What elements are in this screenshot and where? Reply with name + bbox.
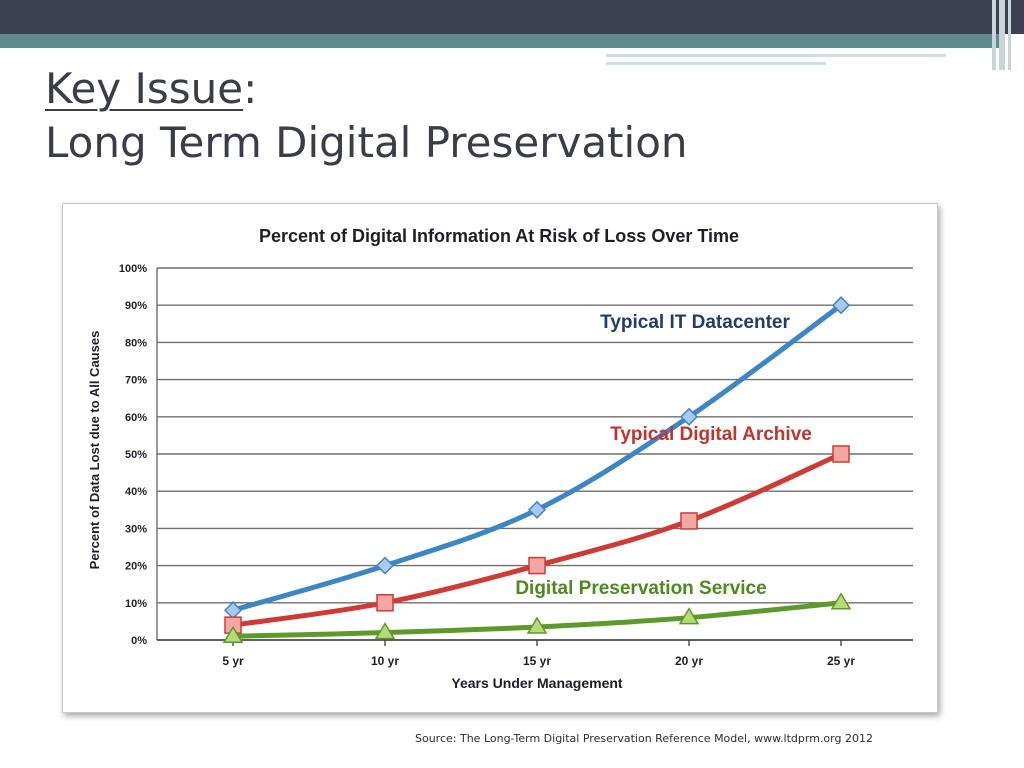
y-tick-label: 60% (125, 412, 147, 424)
data-point (526, 616, 548, 634)
data-point (374, 622, 396, 640)
chart-title: Percent of Digital Information At Risk o… (259, 226, 739, 246)
y-tick-label: 50% (125, 449, 147, 461)
accent-pillar (992, 0, 996, 70)
series-line (230, 451, 844, 628)
y-tick-label: 70% (125, 375, 147, 387)
data-point (830, 592, 852, 610)
data-point (375, 556, 395, 575)
teal-bar (0, 34, 1000, 48)
title-keyword: Key Issue (45, 64, 244, 113)
x-axis-label: Years Under Management (451, 675, 623, 691)
y-tick-label: 0% (131, 635, 147, 647)
data-point (376, 594, 394, 612)
y-tick-label: 90% (125, 300, 147, 312)
data-point (678, 607, 700, 625)
slide-title: Key Issue: Long Term Digital Preservatio… (45, 62, 688, 170)
data-point (832, 445, 850, 463)
x-tick-label: 10 yr (371, 654, 399, 668)
line-chart: Percent of Digital Information At Risk o… (87, 226, 913, 691)
data-point (222, 625, 244, 644)
data-point (527, 500, 547, 519)
y-tick-label: 40% (125, 486, 147, 498)
y-tick-label: 10% (125, 598, 147, 610)
y-tick-label: 100% (119, 263, 147, 275)
data-point (831, 296, 851, 315)
data-point (679, 407, 699, 426)
accent-line (606, 54, 946, 57)
accent-pillar (1008, 0, 1011, 70)
data-point (680, 512, 698, 530)
x-tick-label: 25 yr (827, 654, 855, 668)
chart-card: Percent of Digital Information At Risk o… (62, 203, 938, 713)
title-line-2: Long Term Digital Preservation (45, 118, 688, 167)
source-citation: Source: The Long-Term Digital Preservati… (415, 732, 873, 745)
x-tick-label: 15 yr (523, 654, 551, 668)
y-tick-label: 80% (125, 337, 147, 349)
x-tick-label: 5 yr (222, 654, 244, 668)
y-tick-label: 30% (125, 523, 147, 535)
data-point (528, 556, 546, 575)
data-point (223, 601, 243, 620)
y-tick-label: 20% (125, 561, 147, 573)
series-label: Typical IT Datacenter (600, 312, 790, 333)
accent-pillar (999, 0, 1005, 70)
series-label: Typical Digital Archive (610, 424, 812, 445)
series-label: Digital Preservation Service (515, 578, 766, 599)
x-tick-label: 20 yr (675, 654, 703, 668)
accent-line (606, 62, 826, 65)
title-colon: : (243, 64, 258, 113)
y-axis-label: Percent of Data Lost due to All Causes (87, 331, 102, 570)
top-bar (0, 0, 1024, 34)
